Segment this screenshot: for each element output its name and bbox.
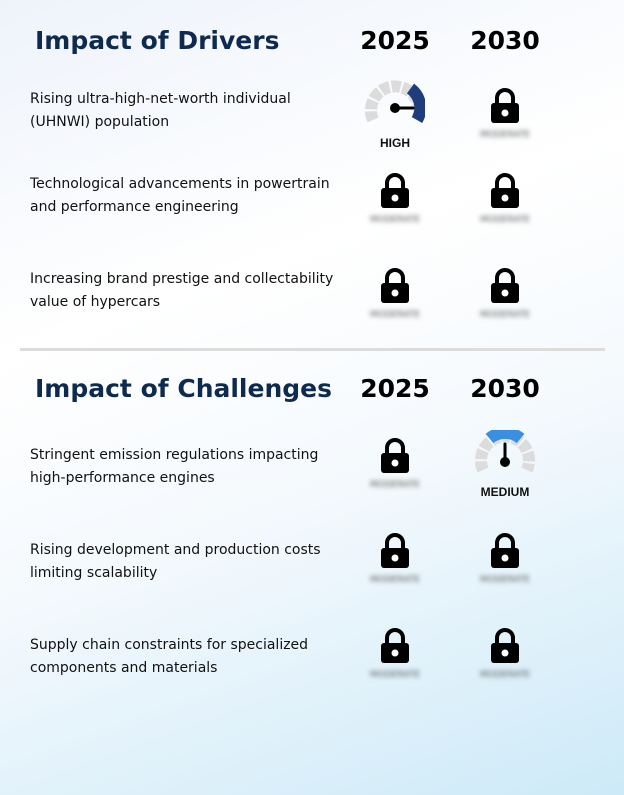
- locked-value: MODERATE: [480, 310, 530, 320]
- lock-icon[interactable]: [490, 88, 520, 124]
- challenge-row-1: Stringent emission regulations impacting…: [0, 430, 624, 528]
- lock-icon[interactable]: [380, 533, 410, 569]
- challenge-2-2030-cell: MODERATE: [450, 533, 560, 623]
- driver-2-2025-cell: MODERATE: [340, 173, 450, 263]
- driver-1-2030-cell: MODERATE: [450, 88, 560, 178]
- challenge-2-2025-cell: MODERATE: [340, 533, 450, 623]
- lock-icon[interactable]: [490, 173, 520, 209]
- challenge-1-2025-cell: MODERATE: [340, 438, 450, 528]
- driver-3-2030-cell: MODERATE: [450, 268, 560, 358]
- section-divider: [20, 348, 605, 351]
- lock-icon[interactable]: [380, 173, 410, 209]
- lock-icon[interactable]: [380, 268, 410, 304]
- challenge-1-2030-cell: MEDIUM: [450, 430, 560, 528]
- gauge-medium-icon: [475, 430, 535, 473]
- locked-value: MODERATE: [370, 575, 420, 585]
- drivers-year-2025: 2025: [360, 26, 430, 55]
- locked-value: MODERATE: [480, 575, 530, 585]
- drivers-section: Impact of Drivers 2025 2030 Rising ultra…: [0, 0, 624, 345]
- driver-label-2: Technological advancements in powertrain…: [30, 176, 330, 215]
- challenge-label-2: Rising development and production costs …: [30, 542, 321, 581]
- gauge-level-label: HIGH: [380, 136, 410, 150]
- drivers-year-2030: 2030: [470, 26, 540, 55]
- locked-value: MODERATE: [370, 670, 420, 680]
- lock-icon[interactable]: [380, 438, 410, 474]
- driver-1-2025-cell: HIGH: [340, 80, 450, 178]
- lock-icon[interactable]: [490, 533, 520, 569]
- challenges-year-2025: 2025: [360, 374, 430, 403]
- challenges-title: Impact of Challenges: [35, 374, 332, 403]
- locked-value: MODERATE: [370, 215, 420, 225]
- locked-value: MODERATE: [480, 130, 530, 140]
- gauge-level-label: MEDIUM: [480, 485, 530, 499]
- driver-row-1: Rising ultra-high-net-worth individual (…: [0, 80, 624, 178]
- challenge-label-3: Supply chain constraints for specialized…: [30, 637, 309, 676]
- challenge-3-2025-cell: MODERATE: [340, 628, 450, 718]
- locked-value: MODERATE: [370, 480, 420, 490]
- challenge-row-2: Rising development and production costs …: [0, 533, 624, 623]
- driver-row-2: Technological advancements in powertrain…: [0, 173, 624, 263]
- lock-icon[interactable]: [490, 628, 520, 664]
- driver-2-2030-cell: MODERATE: [450, 173, 560, 263]
- gauge-high-icon: [365, 80, 425, 124]
- driver-label-1: Rising ultra-high-net-worth individual (…: [30, 91, 291, 130]
- challenge-label-1: Stringent emission regulations impacting…: [30, 447, 319, 486]
- drivers-title: Impact of Drivers: [35, 26, 280, 55]
- locked-value: MODERATE: [480, 670, 530, 680]
- driver-3-2025-cell: MODERATE: [340, 268, 450, 358]
- challenges-year-2030: 2030: [470, 374, 540, 403]
- locked-value: MODERATE: [370, 310, 420, 320]
- driver-label-3: Increasing brand prestige and collectabi…: [30, 271, 334, 310]
- challenge-3-2030-cell: MODERATE: [450, 628, 560, 718]
- challenge-row-3: Supply chain constraints for specialized…: [0, 628, 624, 718]
- driver-row-3: Increasing brand prestige and collectabi…: [0, 268, 624, 358]
- locked-value: MODERATE: [480, 215, 530, 225]
- lock-icon[interactable]: [380, 628, 410, 664]
- lock-icon[interactable]: [490, 268, 520, 304]
- challenges-section: Impact of Challenges 2025 2030 Stringent…: [0, 350, 624, 795]
